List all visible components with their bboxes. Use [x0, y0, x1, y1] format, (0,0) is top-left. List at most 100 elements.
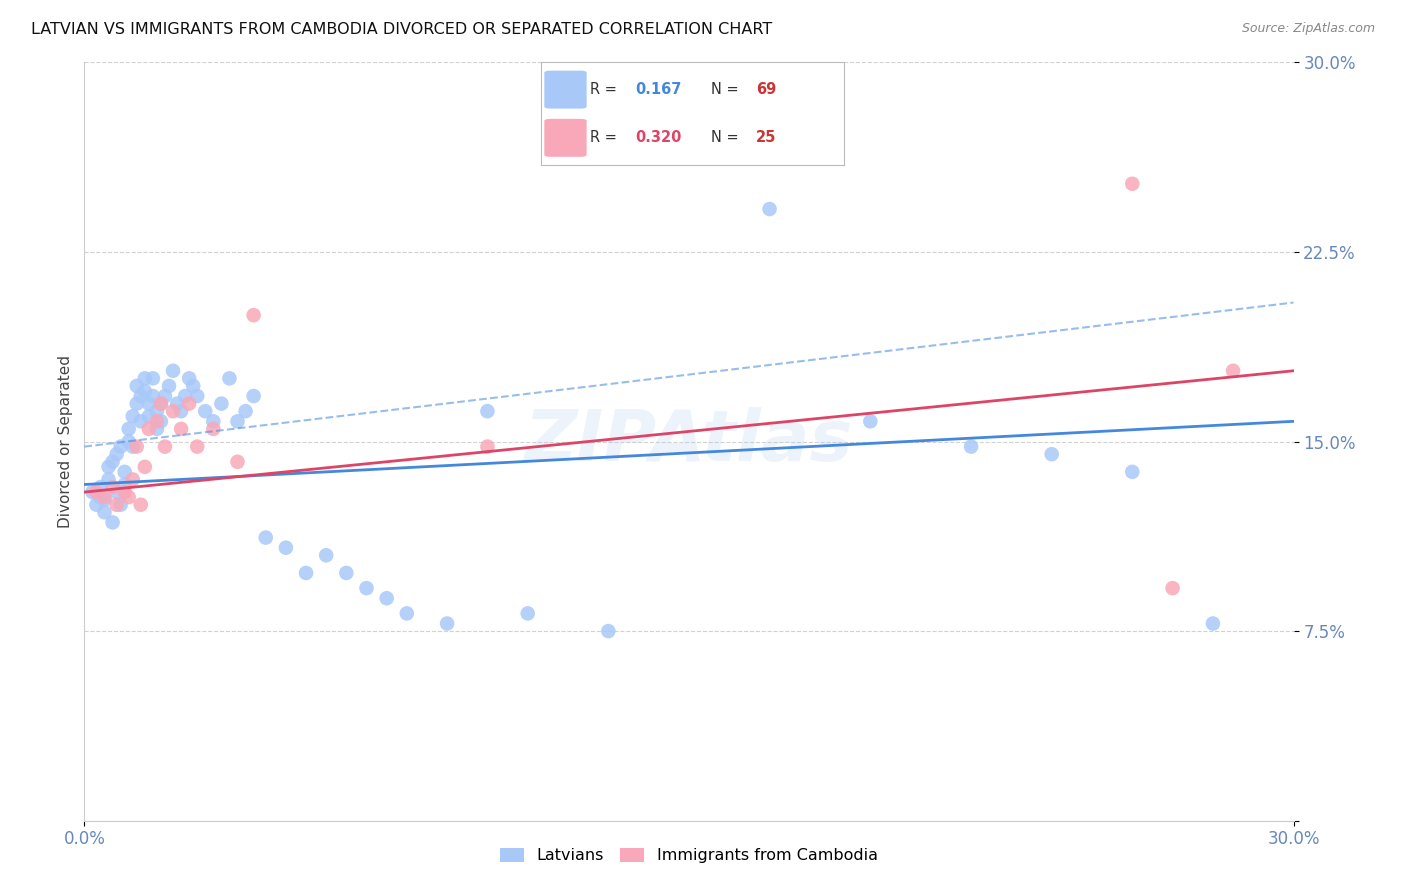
Point: [186, 440, 208, 454]
Point: [170, 404, 193, 418]
Point: [125, 379, 148, 393]
Point: [960, 440, 983, 454]
Point: [129, 414, 152, 428]
Point: [114, 465, 136, 479]
Point: [138, 422, 160, 436]
Point: [134, 371, 156, 385]
Point: [149, 396, 172, 410]
Point: [138, 396, 160, 410]
Point: [97, 473, 120, 487]
Point: [162, 404, 184, 418]
Point: [101, 516, 124, 530]
Text: LATVIAN VS IMMIGRANTS FROM CAMBODIA DIVORCED OR SEPARATED CORRELATION CHART: LATVIAN VS IMMIGRANTS FROM CAMBODIA DIVO…: [31, 22, 772, 37]
Point: [1161, 581, 1184, 595]
Text: ZIPAtlas: ZIPAtlas: [524, 407, 853, 476]
Legend: Latvians, Immigrants from Cambodia: Latvians, Immigrants from Cambodia: [494, 841, 884, 870]
Point: [93, 492, 115, 507]
Point: [125, 440, 148, 454]
Point: [121, 409, 143, 424]
Point: [142, 371, 165, 385]
Point: [110, 498, 132, 512]
Point: [598, 624, 620, 639]
Point: [315, 548, 337, 563]
Point: [436, 616, 458, 631]
Point: [86, 485, 108, 500]
Point: [121, 473, 143, 487]
Point: [82, 485, 104, 500]
Point: [114, 485, 136, 500]
Point: [226, 455, 249, 469]
Point: [146, 422, 169, 436]
Point: [242, 308, 264, 322]
Point: [477, 404, 499, 418]
Point: [97, 459, 120, 474]
Text: N =: N =: [710, 82, 742, 97]
Point: [146, 404, 169, 418]
FancyBboxPatch shape: [544, 119, 586, 157]
Point: [105, 498, 128, 512]
Point: [89, 490, 111, 504]
Point: [194, 404, 217, 418]
Point: [105, 447, 128, 461]
Point: [93, 505, 115, 519]
Text: N =: N =: [710, 130, 742, 145]
Point: [477, 440, 499, 454]
Point: [295, 566, 318, 580]
Point: [226, 414, 249, 428]
Point: [157, 379, 180, 393]
Point: [170, 422, 193, 436]
Point: [218, 371, 240, 385]
Point: [110, 440, 132, 454]
Text: Source: ZipAtlas.com: Source: ZipAtlas.com: [1241, 22, 1375, 36]
Point: [254, 531, 277, 545]
Point: [1202, 616, 1225, 631]
Point: [146, 414, 169, 428]
Point: [859, 414, 882, 428]
Point: [516, 607, 538, 621]
Point: [101, 480, 124, 494]
Point: [153, 389, 176, 403]
Point: [86, 498, 108, 512]
Text: R =: R =: [589, 82, 621, 97]
FancyBboxPatch shape: [544, 70, 586, 109]
Point: [209, 396, 232, 410]
Point: [121, 440, 143, 454]
Point: [174, 389, 197, 403]
Point: [678, 94, 700, 108]
Text: R =: R =: [589, 130, 621, 145]
Point: [129, 498, 152, 512]
Point: [93, 490, 115, 504]
Point: [134, 459, 156, 474]
Point: [395, 607, 418, 621]
Point: [1121, 177, 1143, 191]
Point: [118, 434, 141, 449]
Point: [89, 480, 111, 494]
Point: [242, 389, 264, 403]
Point: [186, 389, 208, 403]
Y-axis label: Divorced or Separated: Divorced or Separated: [58, 355, 73, 528]
Point: [118, 490, 141, 504]
Point: [149, 396, 172, 410]
Point: [162, 364, 184, 378]
Text: 0.320: 0.320: [636, 130, 682, 145]
Point: [134, 384, 156, 398]
Point: [356, 581, 378, 595]
Point: [179, 371, 201, 385]
Point: [101, 455, 124, 469]
Point: [125, 396, 148, 410]
Point: [149, 414, 172, 428]
Point: [181, 379, 204, 393]
Point: [118, 422, 141, 436]
Point: [1121, 465, 1143, 479]
Point: [138, 409, 160, 424]
Point: [105, 485, 128, 500]
Point: [758, 202, 780, 216]
Point: [114, 477, 136, 491]
Point: [166, 396, 188, 410]
Point: [179, 396, 201, 410]
Text: 25: 25: [756, 130, 776, 145]
Point: [1040, 447, 1063, 461]
Point: [202, 422, 225, 436]
Text: 0.167: 0.167: [636, 82, 682, 97]
Point: [274, 541, 297, 555]
